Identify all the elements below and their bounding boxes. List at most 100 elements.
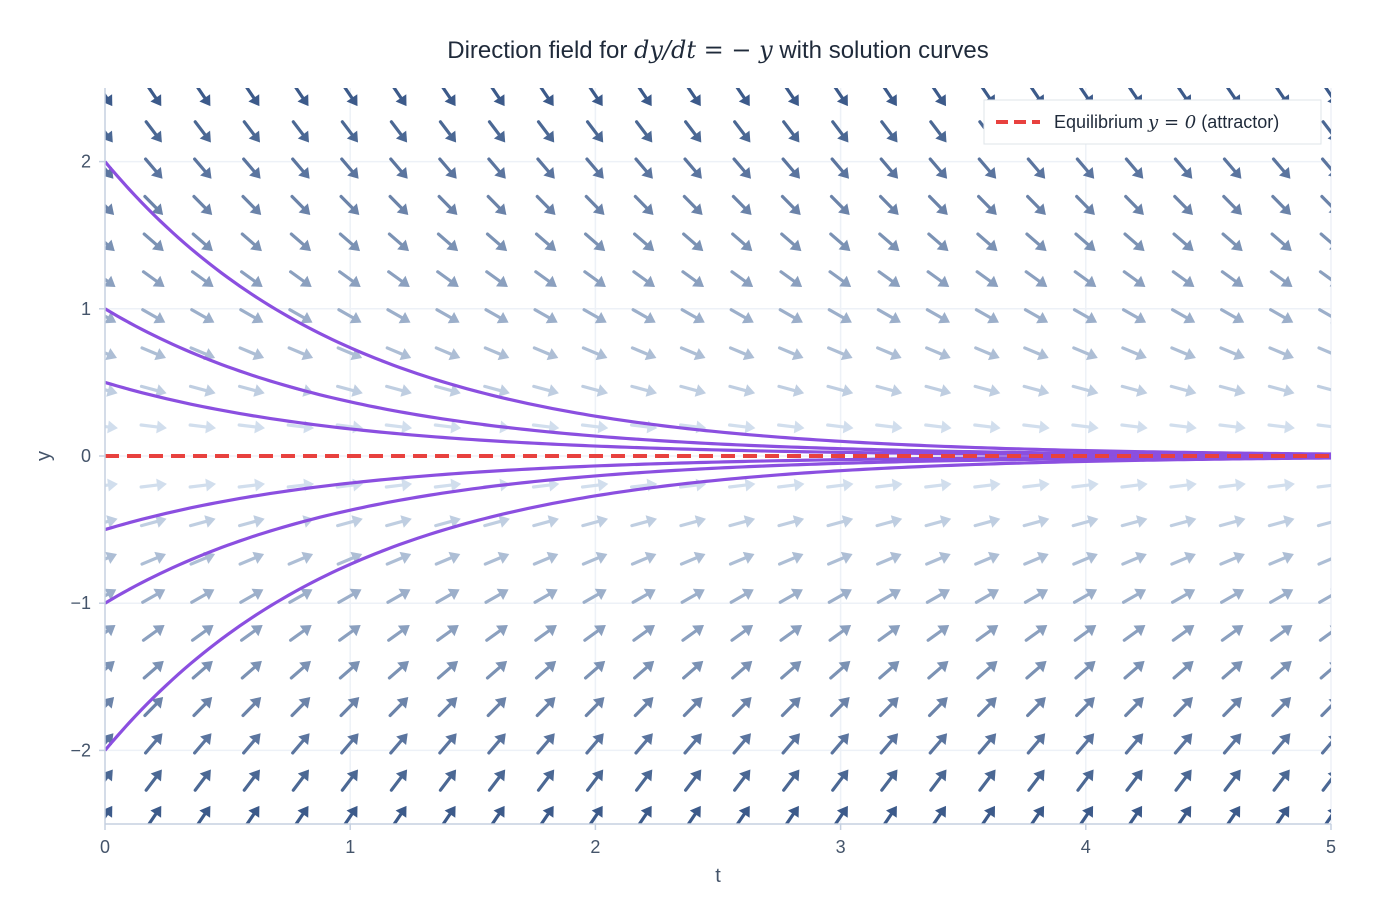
direction-arrow — [1319, 662, 1331, 680]
x-tick-label: 4 — [1081, 837, 1091, 857]
arrow-head — [156, 478, 167, 492]
arrow-shaft — [1318, 630, 1331, 642]
direction-arrow — [1169, 515, 1197, 528]
arrow-head — [105, 769, 113, 782]
arrow-shaft — [490, 88, 501, 100]
direction-arrow — [1071, 515, 1099, 528]
arrow-shaft — [1023, 556, 1042, 566]
arrow-shaft — [777, 346, 796, 356]
direction-arrow — [536, 769, 555, 792]
arrow-shaft — [926, 270, 943, 283]
arrow-head — [692, 588, 705, 600]
arrow-shaft — [679, 556, 698, 566]
arrow-shaft — [876, 308, 894, 320]
arrow-head — [495, 660, 508, 673]
arrow-shaft — [1120, 483, 1140, 489]
direction-arrow — [1120, 515, 1148, 528]
direction-arrow — [781, 157, 800, 179]
arrow-shaft — [1026, 739, 1041, 755]
arrow-head — [400, 515, 412, 528]
arrow-shaft — [1124, 194, 1139, 210]
direction-arrow — [237, 384, 265, 397]
direction-arrow — [1122, 625, 1146, 642]
arrow-shaft — [678, 483, 699, 489]
arrow-head — [691, 660, 704, 673]
arrow-head — [200, 203, 213, 215]
arrow-shaft — [583, 629, 600, 642]
arrow-head — [254, 420, 265, 434]
direction-arrow — [441, 805, 456, 824]
arrow-head — [939, 515, 952, 528]
arrow-head — [201, 239, 213, 252]
arrow-shaft — [337, 308, 355, 320]
direction-arrow — [147, 88, 162, 107]
arrow-head — [1230, 697, 1242, 709]
direction-arrow — [141, 308, 166, 324]
arrow-shaft — [240, 232, 256, 247]
arrow-shaft — [634, 120, 648, 137]
x-tick-label: 1 — [345, 837, 355, 857]
arrow-shaft — [1171, 270, 1188, 283]
direction-arrow — [1218, 384, 1246, 397]
direction-arrow — [679, 346, 706, 361]
direction-arrow — [336, 551, 363, 566]
arrow-shaft — [581, 384, 600, 393]
arrow-shaft — [289, 665, 306, 680]
direction-arrow — [141, 625, 165, 642]
arrow-shaft — [1173, 194, 1188, 210]
arrow-head — [1328, 735, 1331, 740]
arrow-head — [1086, 551, 1098, 564]
arrow-head — [1233, 348, 1245, 361]
arrow-shaft — [588, 88, 599, 100]
arrow-head — [1279, 167, 1291, 179]
arrow-shaft — [1022, 519, 1042, 528]
arrow-shaft — [435, 308, 453, 320]
arrow-shaft — [239, 629, 257, 642]
arrow-head — [1231, 625, 1244, 637]
arrow-shaft — [879, 739, 894, 755]
direction-arrow — [1317, 346, 1331, 355]
direction-arrow — [142, 232, 164, 252]
direction-arrow — [1316, 384, 1331, 392]
arrow-head — [938, 348, 951, 361]
arrow-head — [298, 733, 310, 745]
arrow-shaft — [286, 423, 306, 429]
direction-arrow — [140, 551, 166, 566]
arrow-head — [1186, 420, 1197, 434]
arrow-shaft — [876, 346, 895, 356]
arrow-head — [1131, 805, 1143, 818]
arrow-shaft — [1318, 270, 1331, 282]
arrow-shaft — [977, 739, 992, 755]
direction-arrow — [534, 270, 557, 287]
direction-arrow — [1173, 697, 1193, 718]
arrow-head — [837, 130, 849, 143]
arrow-head — [1082, 805, 1094, 818]
arrow-head — [592, 697, 605, 709]
direction-arrow — [139, 420, 167, 434]
direction-arrow — [532, 551, 559, 566]
arrow-shaft — [585, 775, 599, 792]
arrow-head — [150, 94, 162, 107]
arrow-shaft — [733, 120, 746, 137]
arrow-shaft — [1317, 346, 1331, 355]
arrow-shaft — [441, 88, 452, 100]
solution-curve — [105, 455, 1331, 605]
arrow-head — [250, 660, 262, 673]
arrow-head — [1037, 348, 1049, 361]
arrow-shaft — [1275, 88, 1286, 100]
arrow-head — [643, 312, 656, 324]
direction-arrow — [974, 551, 1000, 566]
arrow-shaft — [1267, 423, 1287, 429]
arrow-shaft — [143, 702, 158, 718]
direction-arrow — [338, 232, 360, 252]
arrow-shaft — [1218, 384, 1238, 393]
arrow-shaft — [536, 120, 550, 137]
direction-arrow — [875, 420, 903, 434]
direction-arrow — [580, 420, 609, 434]
arrow-shaft — [385, 519, 404, 528]
arrow-head — [690, 769, 702, 782]
direction-arrow — [139, 384, 167, 397]
arrow-head — [788, 130, 800, 143]
arrow-head — [644, 348, 657, 361]
direction-arrow — [242, 157, 261, 179]
